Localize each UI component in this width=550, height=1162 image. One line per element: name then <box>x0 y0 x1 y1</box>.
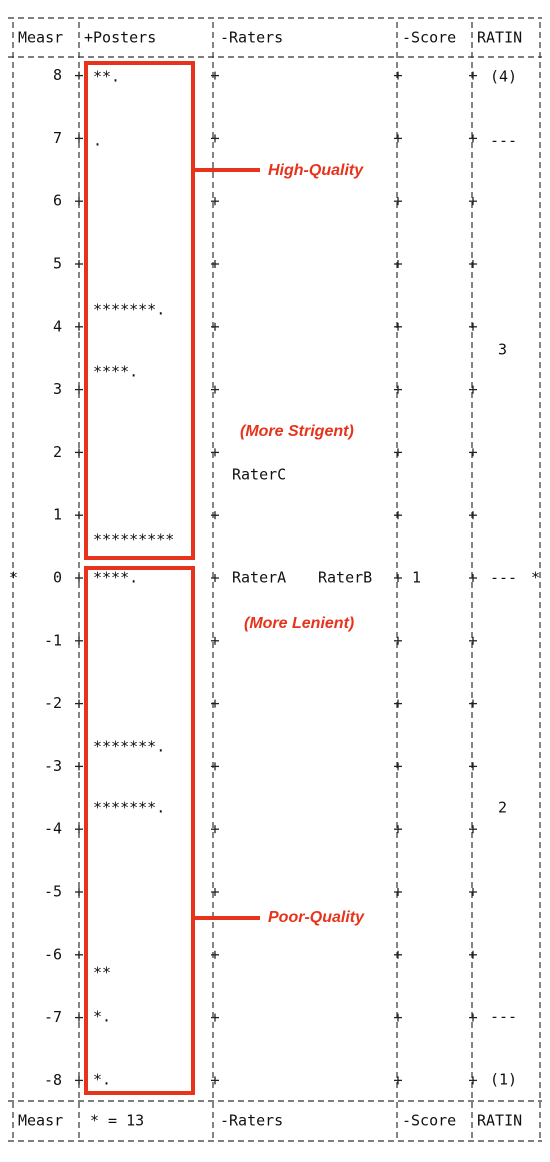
poster-stars: ********* <box>93 531 174 549</box>
header-label: +Posters <box>84 29 156 47</box>
annotation: (More Strigent) <box>240 423 354 440</box>
annotation: Poor-Quality <box>268 909 365 926</box>
zero-marker: * <box>531 569 540 587</box>
footer-label: -Raters <box>220 1112 283 1130</box>
annotation: (More Lenient) <box>244 615 354 632</box>
footer-label: * = 13 <box>90 1112 144 1130</box>
high-quality-box <box>84 61 195 560</box>
measure-label: -5 <box>44 883 62 901</box>
footer-label: Measr <box>18 1112 63 1130</box>
measure-label: 7 <box>53 129 62 147</box>
rating-label: 3 <box>498 341 507 359</box>
measure-label: 3 <box>53 380 62 398</box>
measure-label: 6 <box>53 192 62 210</box>
zero-marker: * <box>9 569 18 587</box>
footer-label: RATIN <box>477 1112 522 1130</box>
measure-label: -1 <box>44 631 62 649</box>
rating-label: (4) <box>490 68 517 86</box>
poster-stars: **. <box>93 68 120 86</box>
measure-label: 1 <box>53 506 62 524</box>
rating-label: (1) <box>490 1071 517 1089</box>
poster-stars: *******. <box>93 738 165 756</box>
header-label: RATIN <box>477 29 522 47</box>
measure-label: 5 <box>53 255 62 273</box>
rating-label: --- <box>490 1008 517 1026</box>
poster-stars: *******. <box>93 301 165 319</box>
measure-label: -8 <box>44 1071 62 1089</box>
measure-label: -2 <box>44 694 62 712</box>
score-label: 1 <box>412 569 421 587</box>
measure-label: -6 <box>44 945 62 963</box>
rating-label: 2 <box>498 799 507 817</box>
poor-quality-box <box>84 566 195 1095</box>
rater-label: RaterA <box>232 569 286 587</box>
measure-label: -7 <box>44 1008 62 1026</box>
poster-stars: *. <box>93 1008 111 1026</box>
header-label: -Raters <box>220 29 283 47</box>
rating-label: --- <box>490 132 517 150</box>
poster-stars: *. <box>93 1071 111 1089</box>
measure-label: 4 <box>53 317 62 335</box>
measure-label: 2 <box>53 443 62 461</box>
measure-label: -3 <box>44 757 62 775</box>
footer-label: -Score <box>402 1112 456 1130</box>
annotation: High-Quality <box>268 162 364 179</box>
poster-stars: *******. <box>93 799 165 817</box>
measure-label: 8 <box>53 66 62 84</box>
rater-label: RaterB <box>318 569 372 587</box>
poster-stars: ****. <box>93 363 138 381</box>
poster-stars: ** <box>93 964 111 982</box>
poster-stars: . <box>93 132 102 150</box>
poster-stars: ****. <box>93 569 138 587</box>
measure-label: 0 <box>53 569 62 587</box>
header-label: Measr <box>18 29 63 47</box>
measure-label: -4 <box>44 820 62 838</box>
rating-label: --- <box>490 569 517 587</box>
rater-label: RaterC <box>232 466 286 484</box>
header-label: -Score <box>402 29 456 47</box>
